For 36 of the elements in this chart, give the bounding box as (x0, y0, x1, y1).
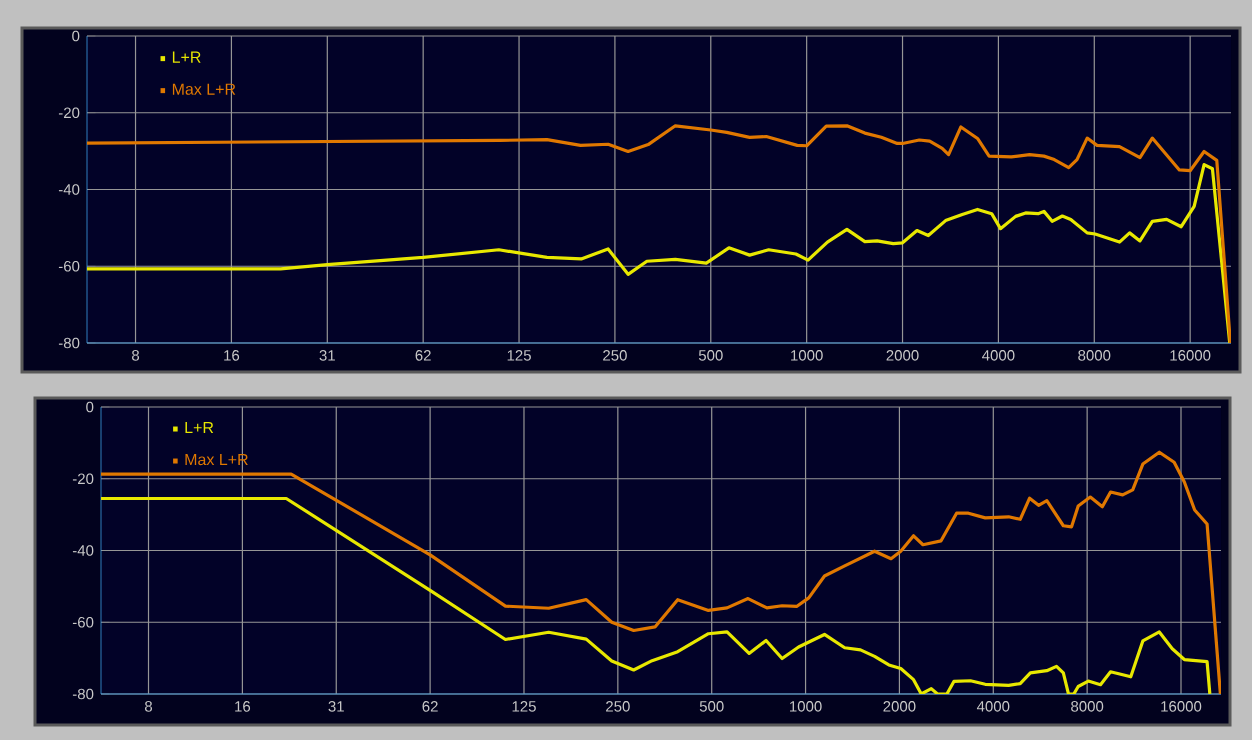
y-tick-label: -60 (58, 260, 80, 272)
y-tick-label: -80 (58, 337, 80, 349)
y-tick-label: -80 (72, 688, 94, 700)
legend-label: L+R (172, 51, 201, 63)
x-tick-label: 1000 (790, 701, 822, 712)
x-tick-label: 4000 (976, 701, 1010, 712)
x-tick-label: 8 (132, 350, 140, 361)
y-tick-label: -40 (58, 184, 80, 195)
y-tick-label: 0 (72, 30, 80, 42)
x-tick-label: 16000 (1170, 350, 1211, 361)
x-tick-label: 500 (699, 701, 724, 712)
x-tick-label: 16000 (1161, 701, 1202, 712)
x-tick-label: 8000 (1078, 350, 1111, 361)
y-tick-label: -20 (72, 473, 94, 485)
x-tick-label: 250 (606, 701, 630, 712)
y-tick-label: -60 (72, 616, 94, 628)
x-tick-label: 2000 (886, 350, 919, 361)
x-tick-label: 4000 (982, 350, 1015, 361)
x-tick-label: 2000 (883, 701, 916, 712)
y-tick-label: -20 (58, 107, 80, 119)
x-tick-label: 8 (145, 701, 153, 712)
x-tick-label: 16 (235, 701, 251, 712)
x-tick-label: 16 (224, 350, 240, 361)
x-tick-label: 8000 (1071, 701, 1104, 712)
x-tick-label: 62 (422, 701, 438, 712)
x-tick-label: 31 (319, 350, 335, 361)
x-tick-label: 1000 (791, 350, 823, 361)
x-tick-label: 500 (698, 350, 723, 361)
x-tick-label: 125 (507, 350, 531, 361)
y-tick-label: 0 (86, 401, 94, 413)
x-tick-label: 125 (512, 701, 536, 712)
x-tick-label: 62 (415, 350, 431, 361)
x-tick-label: 31 (328, 701, 344, 712)
x-tick-label: 250 (603, 350, 627, 361)
y-tick-label: -40 (72, 545, 94, 556)
legend-label: L+R (185, 422, 214, 434)
